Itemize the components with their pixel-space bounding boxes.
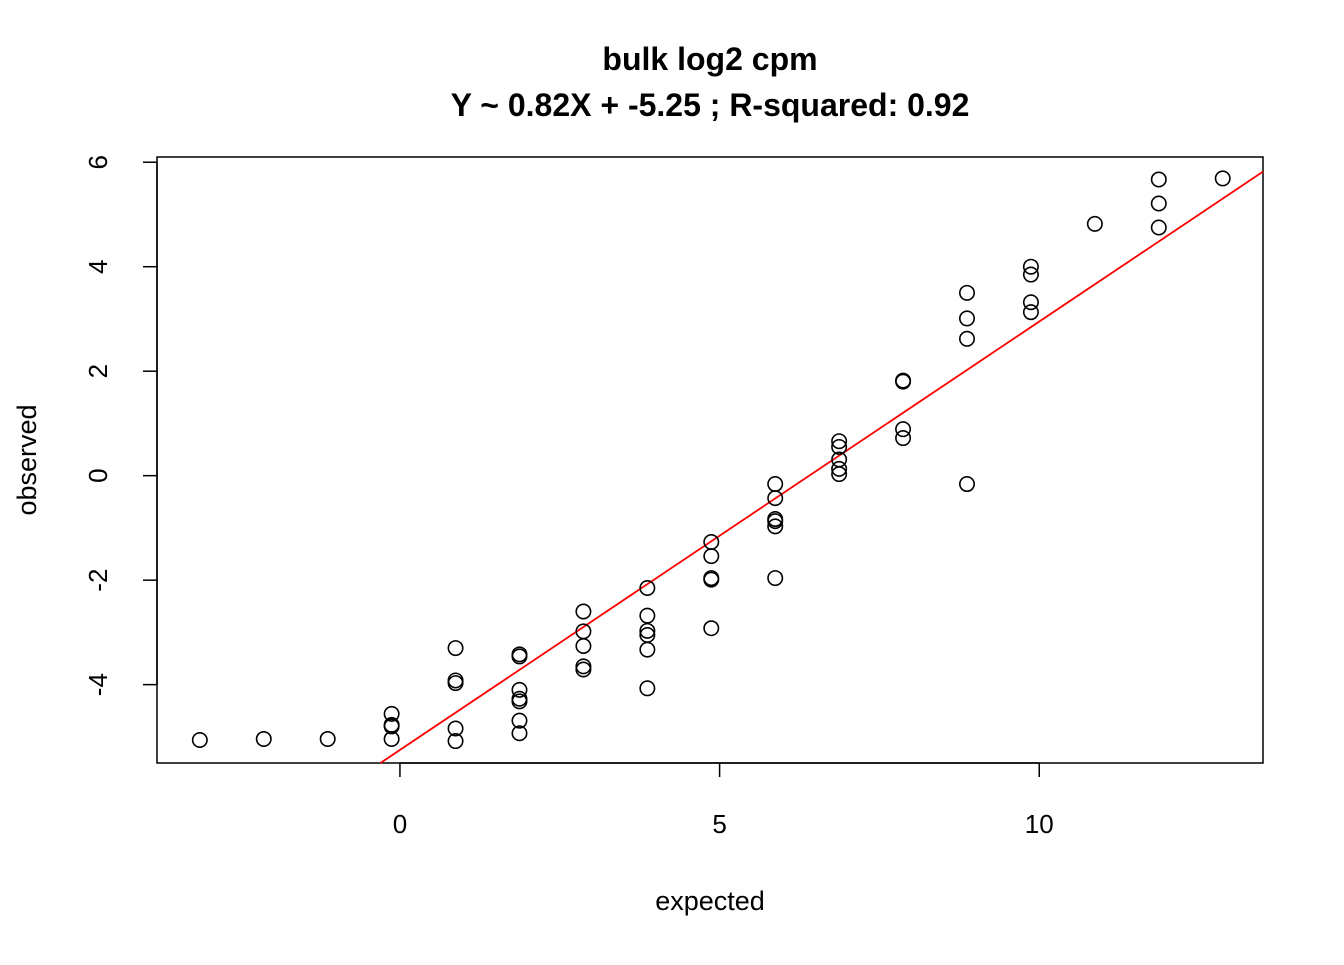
fit-layer [379,170,1264,764]
data-point [383,718,400,735]
data-point [447,675,464,692]
data-point [511,693,528,710]
data-point [447,640,464,657]
data-point [447,720,464,737]
y-tick-label: 0 [83,468,113,482]
data-point [703,571,720,588]
data-point [639,622,656,639]
data-point [1150,171,1167,188]
data-point [767,518,784,535]
data-point [1022,304,1039,321]
data-point [1214,170,1231,187]
data-point [959,310,976,327]
x-axis: 0 5 10 [393,762,1054,839]
x-axis-label: expected [655,886,765,916]
data-point [831,466,848,483]
chart-title: bulk log2 cpm [602,41,817,77]
data-point [831,433,848,450]
data-point [383,730,400,747]
data-point [959,330,976,347]
y-tick-label: 4 [83,259,113,273]
data-point [511,712,528,729]
data-point [639,607,656,624]
data-point [1022,258,1039,275]
data-point [639,680,656,697]
x-tick-label: 10 [1025,809,1054,839]
y-axis: -4 -2 0 2 4 6 [83,155,158,696]
data-point [511,725,528,742]
data-point [895,373,912,390]
y-tick-label: -4 [83,673,113,696]
data-point [959,284,976,301]
data-point [1022,266,1039,283]
chart-subtitle: Y ~ 0.82X + -5.25 ; R-squared: 0.92 [451,87,970,123]
regression-line [379,170,1264,764]
points-layer [191,170,1231,750]
data-point [767,513,784,530]
data-point [639,641,656,658]
data-point [1086,215,1103,232]
data-point [767,490,784,507]
data-point [575,661,592,678]
x-tick-label: 0 [393,809,407,839]
data-point [447,733,464,750]
y-tick-label: 6 [83,155,113,169]
data-point [767,476,784,493]
data-point [511,648,528,665]
data-point [1150,195,1167,212]
y-tick-label: -2 [83,569,113,592]
data-point [895,421,912,438]
data-point [703,620,720,637]
data-point [575,637,592,654]
data-point [575,658,592,675]
data-point [319,730,336,747]
data-point [831,460,848,477]
data-point [383,705,400,722]
data-point [1022,294,1039,311]
plot-frame [156,156,1264,764]
data-point [575,603,592,620]
data-point [831,438,848,455]
data-point [895,430,912,447]
data-point [191,732,208,749]
data-point [255,730,272,747]
data-point [767,570,784,587]
data-point [703,548,720,565]
x-tick-label: 5 [712,809,726,839]
y-tick-label: 2 [83,364,113,378]
data-point [639,579,656,596]
y-axis-label: observed [12,404,42,515]
data-point [959,476,976,493]
data-point [1150,219,1167,236]
data-point [511,681,528,698]
